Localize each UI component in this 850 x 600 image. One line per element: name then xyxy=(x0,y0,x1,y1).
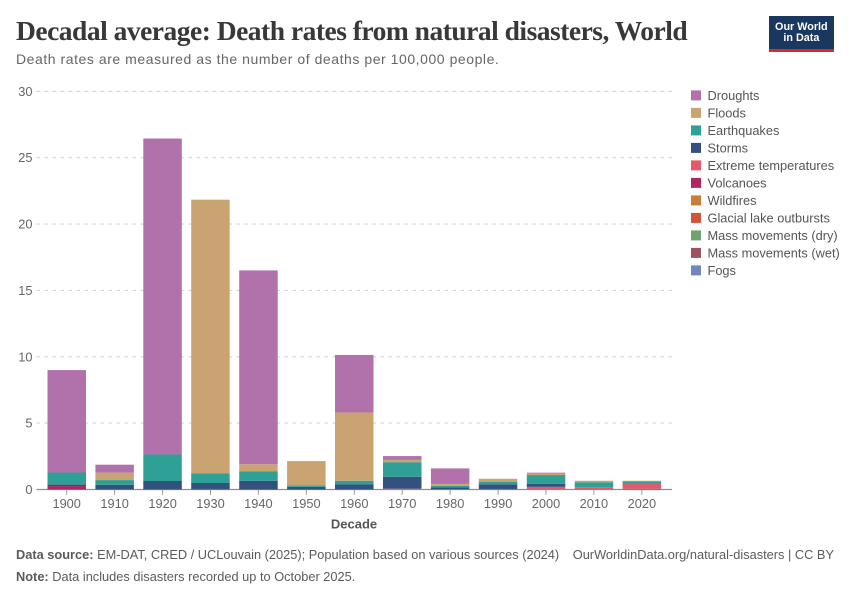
svg-text:Extreme temperatures: Extreme temperatures xyxy=(708,158,835,173)
svg-text:1940: 1940 xyxy=(244,496,272,511)
svg-text:Wildfires: Wildfires xyxy=(708,193,757,208)
svg-text:Volcanoes: Volcanoes xyxy=(708,176,767,191)
svg-text:30: 30 xyxy=(18,84,32,99)
svg-text:2020: 2020 xyxy=(628,496,656,511)
svg-text:1960: 1960 xyxy=(340,496,368,511)
svg-text:2010: 2010 xyxy=(580,496,608,511)
svg-text:Fogs: Fogs xyxy=(708,263,736,278)
svg-text:2000: 2000 xyxy=(532,496,560,511)
svg-text:5: 5 xyxy=(25,416,32,431)
svg-text:Glacial lake outbursts: Glacial lake outbursts xyxy=(708,211,830,226)
svg-text:10: 10 xyxy=(18,349,32,364)
svg-text:1980: 1980 xyxy=(436,496,464,511)
svg-text:25: 25 xyxy=(18,150,32,165)
svg-text:1900: 1900 xyxy=(52,496,80,511)
svg-text:Droughts: Droughts xyxy=(708,88,760,103)
svg-text:Floods: Floods xyxy=(708,106,746,121)
svg-text:1920: 1920 xyxy=(148,496,176,511)
svg-text:1950: 1950 xyxy=(292,496,320,511)
svg-text:1970: 1970 xyxy=(388,496,416,511)
svg-text:Earthquakes: Earthquakes xyxy=(708,123,780,138)
svg-text:15: 15 xyxy=(18,283,32,298)
svg-text:Mass movements (dry): Mass movements (dry) xyxy=(708,228,838,243)
svg-text:0: 0 xyxy=(25,482,32,497)
svg-text:1990: 1990 xyxy=(484,496,512,511)
svg-text:Decade: Decade xyxy=(331,517,377,532)
svg-text:20: 20 xyxy=(18,217,32,232)
svg-text:Mass movements (wet): Mass movements (wet) xyxy=(708,246,840,261)
svg-text:1930: 1930 xyxy=(196,496,224,511)
svg-text:Storms: Storms xyxy=(708,141,749,156)
svg-text:1910: 1910 xyxy=(100,496,128,511)
